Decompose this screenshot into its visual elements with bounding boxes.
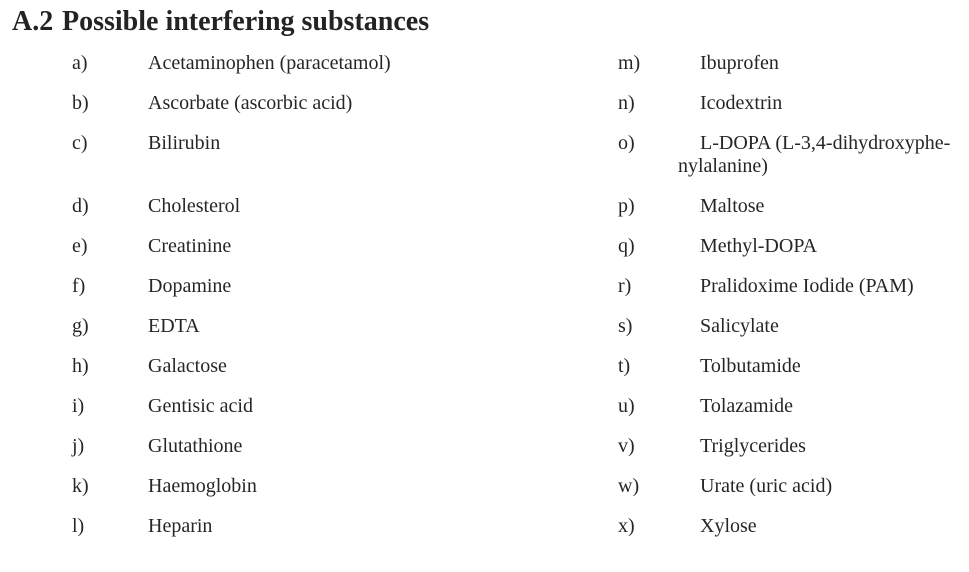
list-row: c) Bilirubin o) L-DOPA (L-3,4-dihydroxyp… — [72, 132, 969, 178]
item-text: Xylose — [700, 515, 757, 538]
item-label: o) — [618, 132, 635, 155]
item-label: i) — [72, 395, 85, 418]
item-text: Urate (uric acid) — [700, 475, 833, 498]
item-label: v) — [618, 435, 635, 458]
item-text: Tolazamide — [700, 395, 793, 418]
item-label: j) — [72, 435, 85, 458]
item-label: p) — [618, 195, 635, 218]
list-row: k) Haemoglobin w) Urate (uric acid) — [72, 475, 969, 498]
item-label: u) — [618, 395, 635, 418]
substance-list: a) Acetaminophen (paracetamol) m) Ibupro… — [0, 52, 969, 538]
item-text: Haemoglobin — [148, 475, 257, 498]
item-text: Tolbutamide — [700, 355, 801, 378]
list-row: i) Gentisic acid u) Tolazamide — [72, 395, 969, 418]
section-heading: A.2 Possible interfering substances — [0, 0, 969, 38]
item-label: s) — [618, 315, 633, 338]
item-text: EDTA — [148, 315, 200, 338]
item-label: m) — [618, 52, 641, 75]
item-label: h) — [72, 355, 89, 378]
item-text: L-DOPA (L-3,4-dihydroxyphe- nylalanine) — [678, 132, 951, 178]
list-row: d) Cholesterol p) Maltose — [72, 195, 969, 218]
item-text: Ibuprofen — [700, 52, 779, 75]
item-text: Acetaminophen (paracetamol) — [148, 52, 391, 75]
list-row: g) EDTA s) Salicylate — [72, 315, 969, 338]
section-number: A.2 — [12, 6, 54, 37]
item-text: Creatinine — [148, 235, 232, 258]
item-text: Salicylate — [700, 315, 779, 338]
item-text: Maltose — [700, 195, 765, 218]
item-label: n) — [618, 92, 635, 115]
item-label: d) — [72, 195, 89, 218]
list-row: e) Creatinine q) Methyl-DOPA — [72, 235, 969, 258]
item-text: Ascorbate (ascorbic acid) — [148, 92, 353, 115]
item-text: Dopamine — [148, 275, 232, 298]
item-label: q) — [618, 235, 635, 258]
item-text: Glutathione — [148, 435, 243, 458]
item-label: g) — [72, 315, 89, 338]
item-label: e) — [72, 235, 88, 258]
list-row: a) Acetaminophen (paracetamol) m) Ibupro… — [72, 52, 969, 75]
item-text: Heparin — [148, 515, 213, 538]
item-text: Gentisic acid — [148, 395, 253, 418]
item-label: x) — [618, 515, 635, 538]
item-text: Pralidoxime Iodide (PAM) — [700, 275, 914, 298]
item-label: c) — [72, 132, 88, 155]
item-text: Cholesterol — [148, 195, 241, 218]
item-text: Galactose — [148, 355, 227, 378]
item-text: Icodextrin — [700, 92, 783, 115]
item-label: r) — [618, 275, 632, 298]
list-row: f) Dopamine r) Pralidoxime Iodide (PAM) — [72, 275, 969, 298]
item-text: Methyl-DOPA — [700, 235, 818, 258]
section-title: Possible interfering substances — [62, 6, 430, 37]
list-row: b) Ascorbate (ascorbic acid) n) Icodextr… — [72, 92, 969, 115]
item-text: Triglycerides — [700, 435, 806, 458]
list-row: j) Glutathione v) Triglycerides — [72, 435, 969, 458]
item-label: b) — [72, 92, 89, 115]
item-label: t) — [618, 355, 631, 378]
list-row: l) Heparin x) Xylose — [72, 515, 969, 538]
item-label: w) — [618, 475, 640, 498]
list-row: h) Galactose t) Tolbutamide — [72, 355, 969, 378]
item-label: f) — [72, 275, 86, 298]
item-label: a) — [72, 52, 88, 75]
item-label: l) — [72, 515, 85, 538]
item-text: Bilirubin — [148, 132, 221, 155]
item-label: k) — [72, 475, 89, 498]
